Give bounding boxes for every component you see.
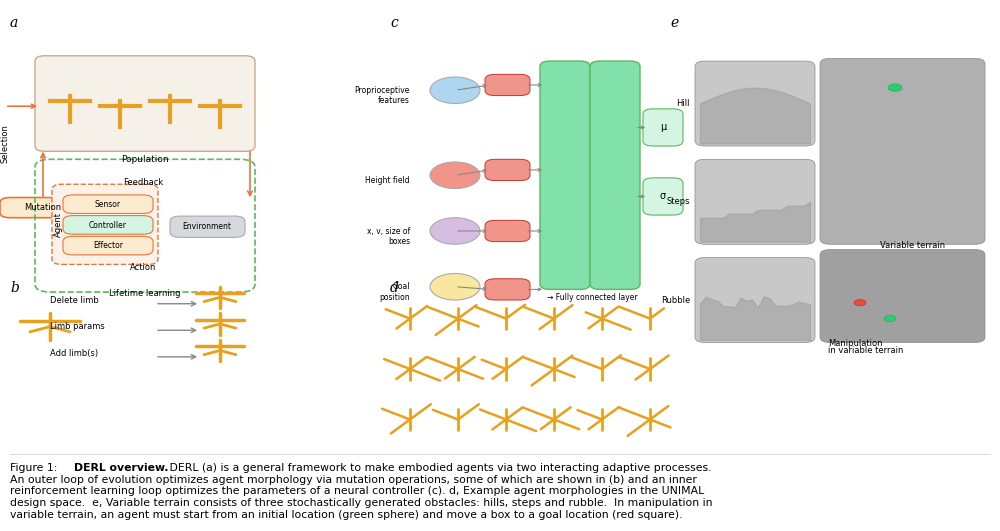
Text: b: b: [10, 281, 19, 295]
Text: Mutation: Mutation: [24, 203, 62, 212]
Text: Action: Action: [130, 263, 156, 271]
Text: Population: Population: [121, 155, 169, 164]
Text: Add limb(s): Add limb(s): [50, 349, 98, 357]
Text: Steps: Steps: [666, 198, 690, 206]
Text: An outer loop of evolution optimizes agent morphology via mutation operations, s: An outer loop of evolution optimizes age…: [10, 475, 697, 485]
FancyBboxPatch shape: [63, 216, 153, 234]
FancyBboxPatch shape: [485, 220, 530, 242]
Text: Agent: Agent: [54, 212, 62, 237]
Text: Selection: Selection: [0, 124, 10, 163]
FancyBboxPatch shape: [643, 109, 683, 146]
Circle shape: [884, 315, 896, 322]
Text: DERL overview.: DERL overview.: [74, 463, 168, 473]
Text: σ: σ: [660, 192, 666, 201]
Text: c: c: [390, 16, 398, 30]
Text: Sensor: Sensor: [95, 200, 121, 209]
Text: Limb params: Limb params: [50, 322, 105, 331]
Text: reinforcement learning loop optimizes the parameters of a neural controller (c).: reinforcement learning loop optimizes th…: [10, 486, 704, 496]
Text: Environment: Environment: [182, 222, 232, 231]
Text: Feedback: Feedback: [123, 178, 163, 186]
Text: variable terrain, an agent must start from an initial location (green sphere) an: variable terrain, an agent must start fr…: [10, 510, 682, 520]
Text: Goal
position: Goal position: [379, 282, 410, 302]
Circle shape: [888, 84, 902, 91]
Text: Rubble: Rubble: [661, 296, 690, 304]
FancyBboxPatch shape: [485, 74, 530, 96]
Text: DERL (a) is a general framework to make embodied agents via two interacting adap: DERL (a) is a general framework to make …: [166, 463, 712, 473]
FancyBboxPatch shape: [63, 236, 153, 255]
Circle shape: [854, 299, 866, 306]
Circle shape: [430, 77, 480, 104]
Text: → Fully connected layer: → Fully connected layer: [547, 293, 637, 302]
Text: design space.  e, Variable terrain consists of three stochastically generated ob: design space. e, Variable terrain consis…: [10, 498, 712, 508]
Circle shape: [430, 162, 480, 189]
Text: Proprioceptive
features: Proprioceptive features: [355, 86, 410, 105]
FancyBboxPatch shape: [695, 61, 815, 146]
Text: Manipulation: Manipulation: [828, 339, 883, 348]
Text: e: e: [670, 16, 678, 30]
Text: in variable terrain: in variable terrain: [828, 346, 903, 355]
FancyBboxPatch shape: [695, 258, 815, 342]
FancyBboxPatch shape: [820, 250, 985, 342]
Text: μ: μ: [660, 123, 666, 132]
FancyBboxPatch shape: [170, 216, 245, 237]
Circle shape: [430, 218, 480, 244]
FancyBboxPatch shape: [820, 58, 985, 244]
Text: x, v, size of
boxes: x, v, size of boxes: [367, 227, 410, 246]
Circle shape: [430, 273, 480, 300]
FancyBboxPatch shape: [63, 195, 153, 213]
FancyBboxPatch shape: [485, 279, 530, 300]
Text: Height field: Height field: [365, 176, 410, 185]
FancyBboxPatch shape: [695, 159, 815, 244]
Text: Lifetime learning: Lifetime learning: [109, 289, 181, 298]
Text: Hill: Hill: [676, 99, 690, 108]
Text: d: d: [390, 281, 399, 295]
FancyBboxPatch shape: [52, 184, 158, 264]
Text: Delete limb: Delete limb: [50, 296, 99, 304]
FancyBboxPatch shape: [485, 159, 530, 181]
FancyBboxPatch shape: [0, 198, 85, 218]
FancyBboxPatch shape: [35, 56, 255, 151]
Text: Controller: Controller: [89, 221, 127, 229]
Text: Effector: Effector: [93, 242, 123, 250]
FancyBboxPatch shape: [540, 61, 590, 289]
Text: Variable terrain: Variable terrain: [880, 242, 945, 250]
FancyBboxPatch shape: [590, 61, 640, 289]
Text: a: a: [10, 16, 18, 30]
Text: Figure 1:: Figure 1:: [10, 463, 61, 473]
FancyBboxPatch shape: [643, 178, 683, 215]
